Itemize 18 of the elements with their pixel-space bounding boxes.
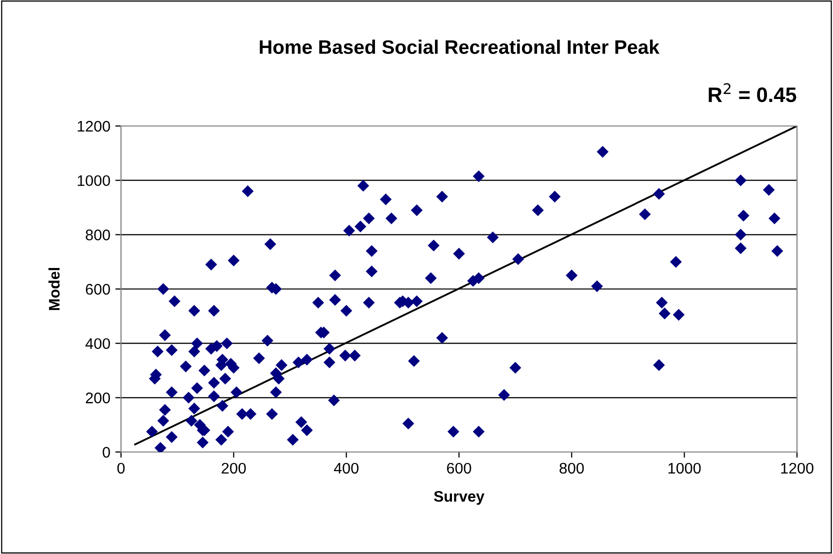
y-tick-label: 1200 — [78, 120, 110, 132]
x-tick-label: 1000 — [668, 462, 701, 474]
y-tick-label: 200 — [86, 392, 110, 404]
x-tick-label: 600 — [447, 462, 472, 474]
x-tick-label: 1200 — [781, 462, 814, 474]
y-tick-label: 0 — [102, 446, 110, 458]
x-tick-label: 200 — [222, 462, 246, 474]
x-tick-label: 0 — [117, 462, 125, 474]
y-tick-label: 400 — [85, 338, 110, 350]
x-tick-label: 800 — [560, 462, 584, 474]
x-tick-label: 400 — [334, 462, 358, 474]
y-axis-title: Model — [48, 268, 60, 310]
y-tick-label: 800 — [86, 230, 110, 240]
y-tick-label: 1000 — [78, 175, 110, 186]
chart-title: Home Based Social Recreational Inter Peak — [260, 40, 660, 54]
x-axis-title: Survey — [434, 490, 484, 505]
y-tick-label: 600 — [86, 284, 110, 295]
text: R$^{2}$ = 0.45 — [708, 83, 796, 102]
